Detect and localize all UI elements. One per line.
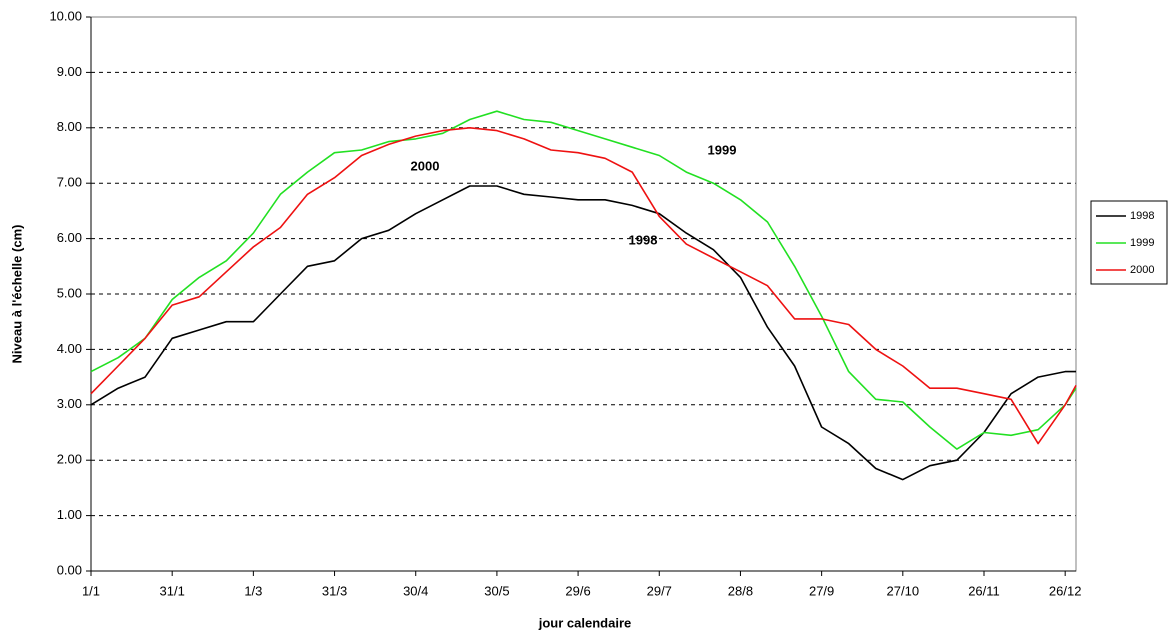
y-tick-label: 5.00 <box>57 285 82 300</box>
x-tick-label: 1/3 <box>244 583 262 598</box>
annotation: 1998 <box>629 232 658 247</box>
x-tick-label: 26/12 <box>1049 583 1082 598</box>
x-tick-label: 30/5 <box>484 583 509 598</box>
x-tick-label: 31/3 <box>322 583 347 598</box>
x-tick-label: 29/7 <box>647 583 672 598</box>
x-tick-label: 26/11 <box>968 583 1000 598</box>
y-tick-label: 6.00 <box>57 230 82 245</box>
x-tick-label: 29/6 <box>565 583 590 598</box>
x-tick-label: 30/4 <box>403 583 428 598</box>
x-tick-label: 28/8 <box>728 583 753 598</box>
series-line <box>90 110 1077 450</box>
y-tick-label: 3.00 <box>57 396 82 411</box>
x-tick-label: 1/1 <box>82 583 100 598</box>
x-axis-title: jour calendaire <box>538 615 631 630</box>
legend-label: 2000 <box>1130 264 1154 276</box>
annotation: 2000 <box>411 158 440 173</box>
y-axis-title: Niveau à l'échelle (cm) <box>9 225 24 364</box>
x-tick-label: 31/1 <box>160 583 185 598</box>
y-tick-label: 1.00 <box>57 507 82 522</box>
legend: 1998 1999 2000 <box>1090 200 1168 285</box>
x-tick-label: 27/9 <box>809 583 834 598</box>
legend-label: 1998 <box>1130 210 1154 222</box>
y-tick-label: 7.00 <box>57 175 82 190</box>
y-tick-label: 0.00 <box>57 562 82 577</box>
legend-label: 1999 <box>1130 237 1154 249</box>
y-tick-label: 9.00 <box>57 64 82 79</box>
series-line <box>90 185 1076 481</box>
y-tick-label: 10.00 <box>49 8 82 23</box>
y-tick-label: 8.00 <box>57 119 82 134</box>
y-tick-label: 4.00 <box>57 341 82 356</box>
series-line <box>90 127 1077 445</box>
annotation: 1999 <box>708 142 737 157</box>
y-tick-label: 2.00 <box>57 452 82 467</box>
x-tick-label: 27/10 <box>887 583 920 598</box>
